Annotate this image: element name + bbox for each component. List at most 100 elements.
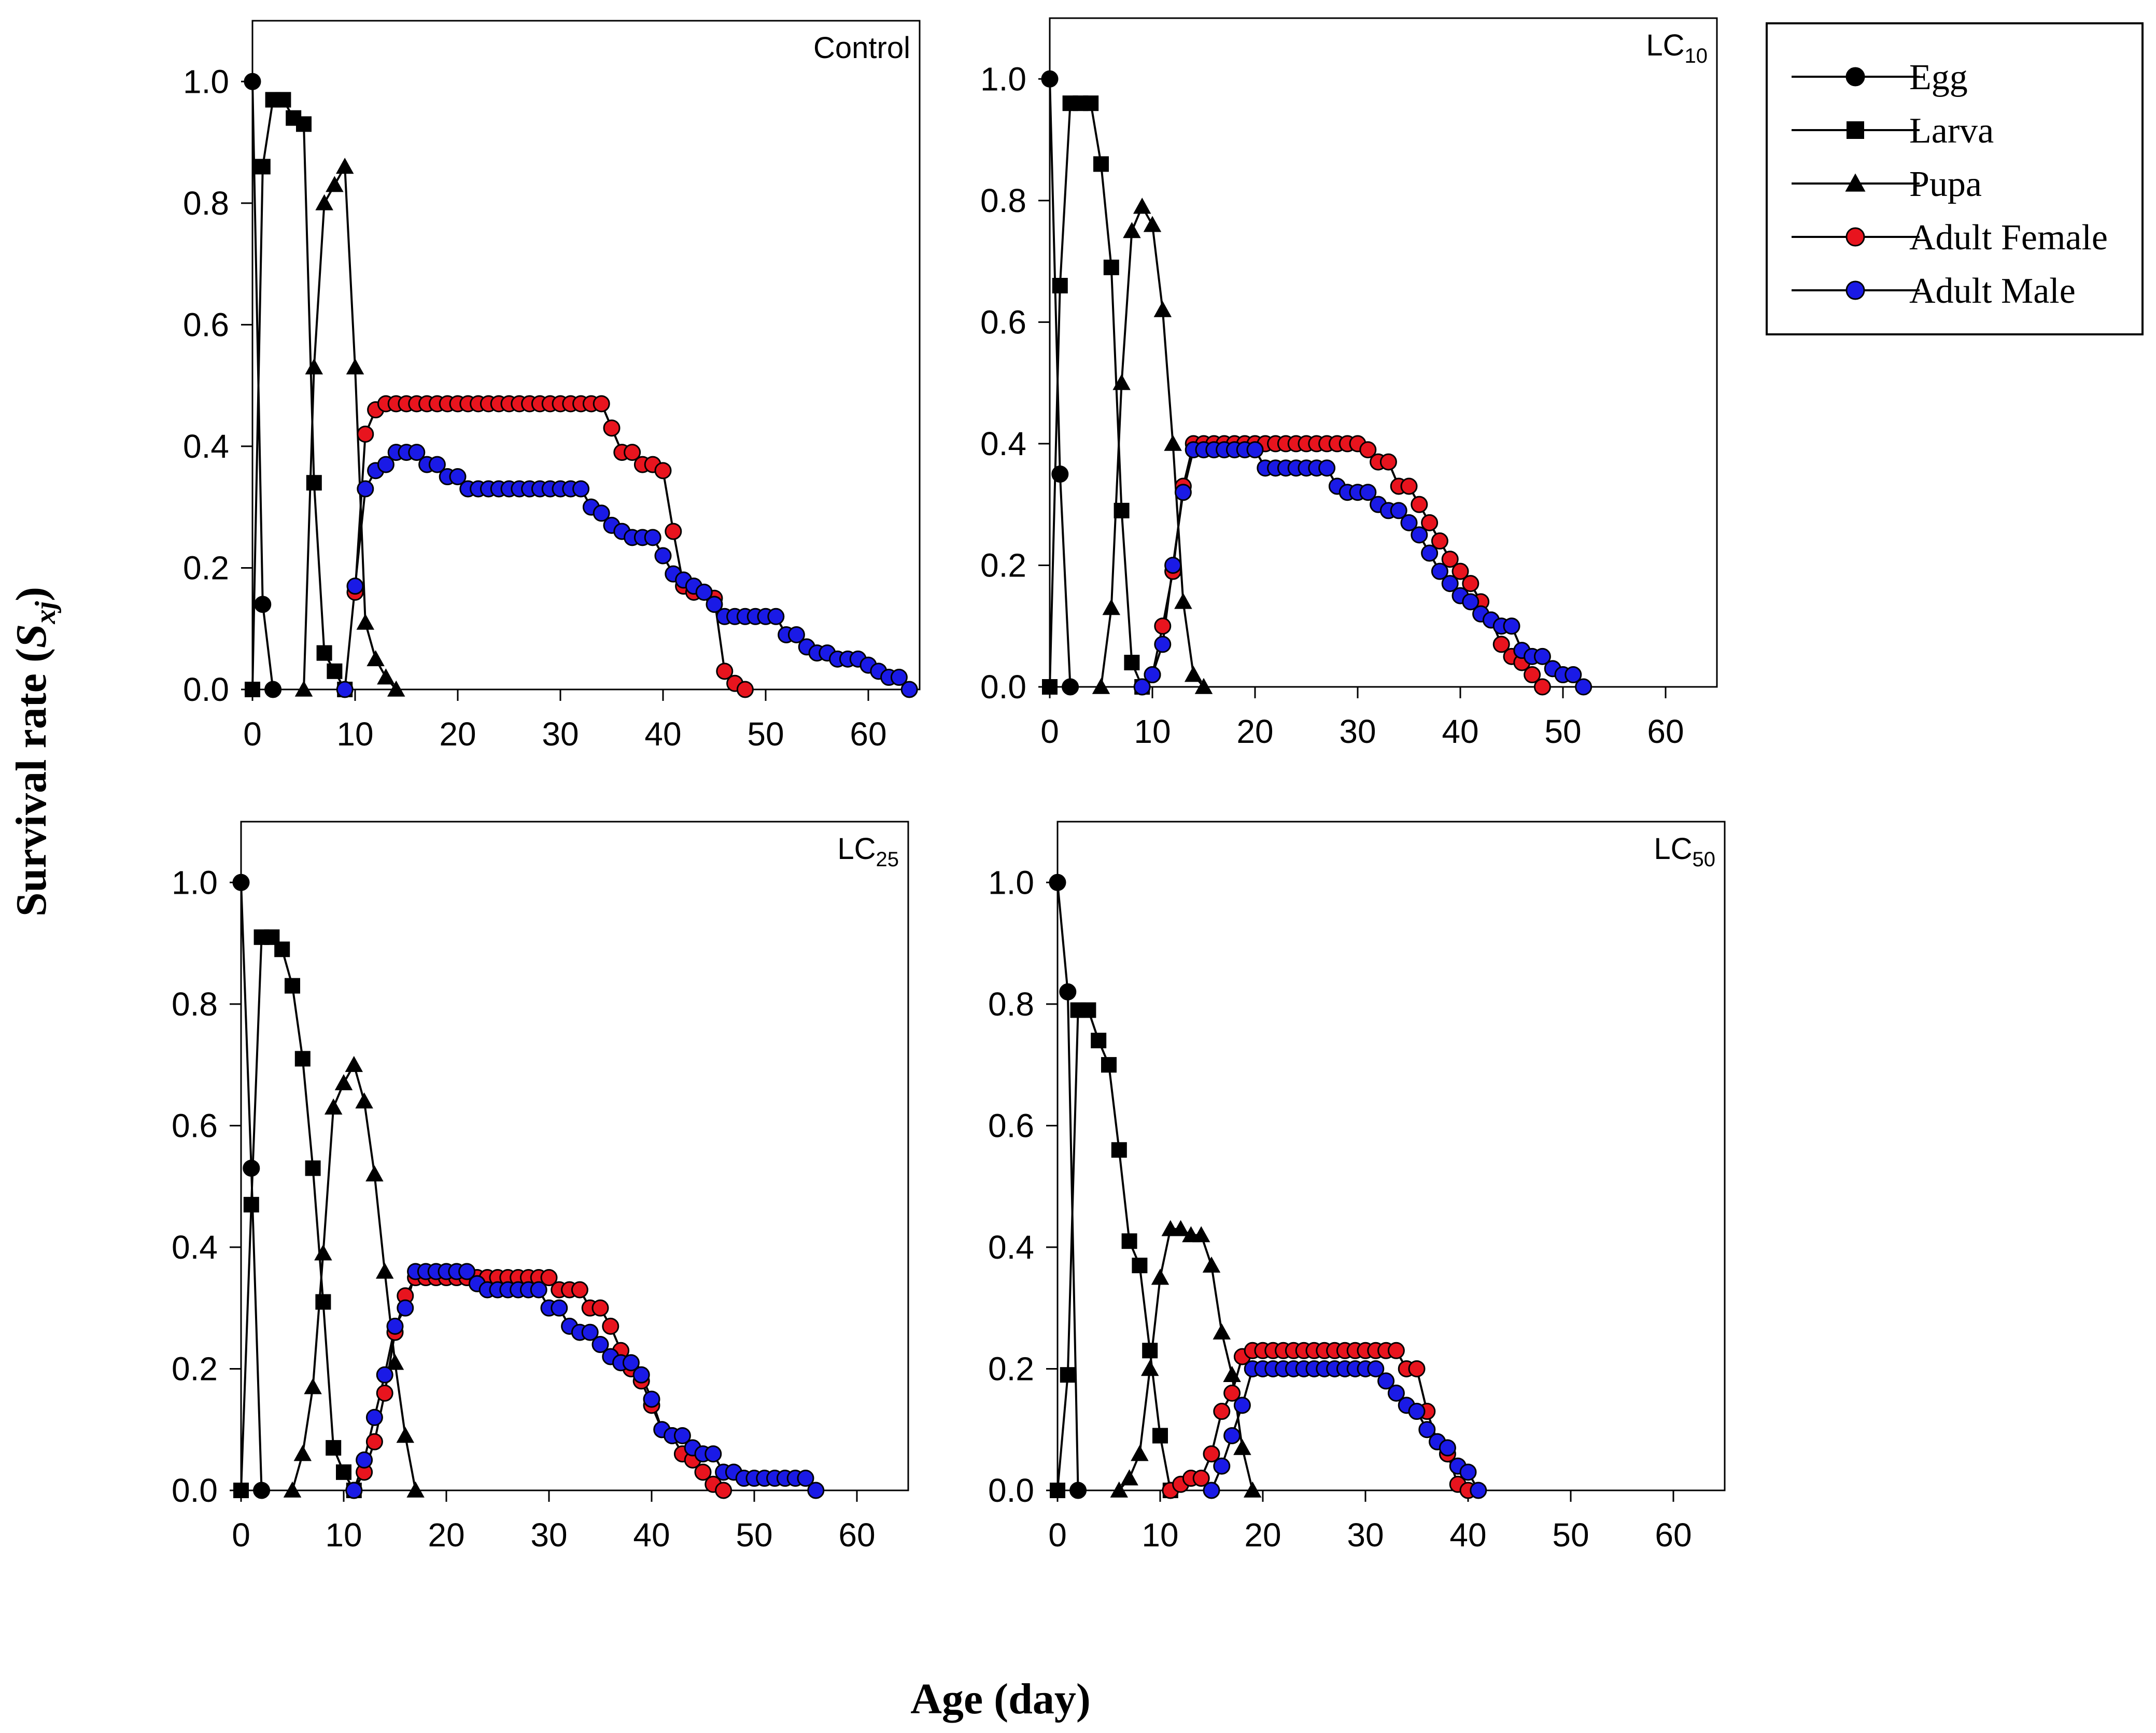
point-adult-male: [1462, 593, 1479, 611]
panels-layer: 0 10 20 30 40 50 60 0.0 0.2 0.4 0.6 0.8 1.0 Control 0 1…: [172, 17, 1726, 1554]
point-adult-female: [357, 425, 374, 443]
point-adult-male: [1233, 1397, 1251, 1414]
point-adult-male: [900, 681, 918, 698]
point-larva: [1080, 1002, 1096, 1018]
point-larva: [1093, 156, 1109, 172]
point-larva: [1114, 502, 1130, 518]
point-adult-male: [644, 529, 661, 546]
y-tick-label: 0.8: [988, 985, 1034, 1023]
panel-title-main: LC: [1646, 29, 1684, 62]
point-adult-female: [1154, 617, 1172, 635]
x-tick-label: 50: [1544, 713, 1581, 750]
y-tick-label: 0.4: [172, 1229, 218, 1266]
point-adult-male: [1400, 514, 1418, 531]
point-adult-female: [1400, 477, 1418, 495]
data-layer: [1049, 873, 1487, 1499]
point-adult-male: [581, 1323, 599, 1341]
point-adult-female: [603, 419, 621, 437]
point-adult-male: [622, 1354, 640, 1372]
x-tick-label: 20: [428, 1516, 464, 1554]
legend-label: Pupa: [1909, 164, 1982, 204]
y-tick-label: 1.0: [988, 864, 1034, 901]
y-tick-label: 0.0: [183, 671, 229, 708]
point-egg: [1049, 873, 1066, 891]
point-adult-female: [1223, 1384, 1241, 1402]
point-larva: [1121, 1233, 1137, 1249]
point-adult-female: [1213, 1403, 1231, 1420]
point-adult-male: [365, 1408, 383, 1426]
point-adult-female: [665, 523, 682, 540]
point-larva: [1103, 259, 1119, 275]
point-pupa: [386, 1354, 404, 1370]
point-pupa: [1194, 678, 1213, 694]
legend-label: Larva: [1909, 111, 1994, 151]
y-axis-title-close: ): [7, 587, 55, 601]
point-adult-male: [1441, 575, 1459, 593]
y-tick-label: 0.8: [980, 182, 1026, 219]
point-adult-male: [706, 596, 723, 613]
point-adult-female: [1408, 1360, 1426, 1377]
y-tick-label: 0.6: [172, 1107, 218, 1144]
point-adult-male: [1164, 556, 1182, 574]
legend-marker-adult-female: [1845, 227, 1865, 247]
y-tick-label: 0.4: [980, 425, 1026, 462]
point-pupa: [1243, 1481, 1262, 1498]
point-adult-male: [530, 1281, 547, 1299]
panel-title-main: Control: [813, 31, 910, 65]
point-pupa: [1143, 216, 1162, 232]
series-line-pupa: [291, 1062, 417, 1491]
point-pupa: [1112, 374, 1131, 390]
point-adult-male: [593, 504, 610, 522]
point-pupa: [334, 1074, 353, 1091]
point-egg: [1062, 678, 1079, 696]
series-line-larva: [1056, 1009, 1172, 1491]
point-larva: [296, 116, 312, 132]
point-adult-male: [807, 1482, 825, 1499]
point-adult-male: [449, 468, 467, 486]
point-adult-male: [397, 1299, 414, 1317]
point-larva: [1132, 1258, 1148, 1274]
point-adult-male: [1318, 459, 1336, 477]
point-pupa: [305, 358, 323, 375]
point-pupa: [1131, 1445, 1149, 1461]
point-egg: [232, 873, 250, 891]
point-adult-male: [1408, 1403, 1426, 1420]
panel-title: LC25: [837, 832, 899, 871]
point-adult-male: [1359, 484, 1377, 501]
point-larva: [1083, 95, 1099, 111]
point-adult-female: [654, 462, 672, 480]
point-larva: [315, 1294, 331, 1310]
point-larva: [255, 159, 271, 175]
point-larva: [1091, 1033, 1107, 1049]
x-tick-label: 60: [1647, 713, 1684, 750]
y-tick-label: 1.0: [183, 63, 229, 100]
point-adult-male: [1133, 678, 1151, 696]
legend-frame: [1766, 22, 2144, 335]
point-adult-male: [1418, 1421, 1436, 1439]
panel-frame: [251, 20, 921, 691]
point-pupa: [1223, 1365, 1241, 1382]
legend-label: Egg: [1909, 58, 1968, 97]
point-larva: [233, 1483, 249, 1498]
x-tick-label: 20: [1236, 713, 1273, 750]
y-tick-label: 0.6: [980, 303, 1026, 341]
point-pupa: [396, 1427, 415, 1443]
x-tick-label: 60: [838, 1516, 875, 1554]
point-pupa: [1092, 678, 1110, 694]
point-adult-female: [571, 1281, 588, 1299]
y-tick-label: 0.0: [980, 668, 1026, 706]
panel-title: LC50: [1654, 832, 1715, 871]
point-pupa: [1110, 1481, 1129, 1498]
point-larva: [1152, 1428, 1168, 1444]
point-adult-male: [890, 669, 908, 686]
y-axis-title-subscript: xj: [30, 601, 62, 624]
point-adult-male: [1144, 666, 1161, 684]
x-tick-label: 20: [439, 715, 476, 753]
y-axis-title-main: Survival rate (: [7, 648, 55, 917]
point-adult-female: [1379, 453, 1397, 471]
legend-marker-larva: [1847, 121, 1864, 139]
point-adult-male: [1411, 526, 1428, 544]
point-pupa: [294, 680, 313, 697]
